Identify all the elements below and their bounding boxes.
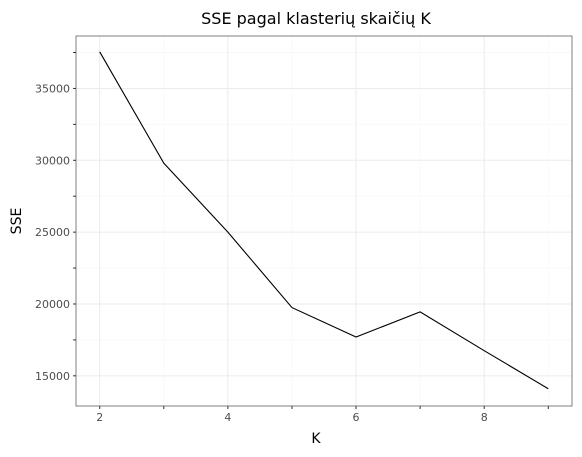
y-tick-label: 35000: [35, 82, 70, 95]
minor-grid: [76, 36, 572, 406]
x-tick-label: 4: [224, 411, 231, 424]
sse-series-line: [99, 51, 549, 390]
y-axis-label: SSE: [9, 208, 25, 235]
y-axis-ticks: 15000 20000 25000 30000 35000: [35, 52, 76, 383]
x-axis-ticks: 2 4 6 8: [96, 406, 549, 424]
x-tick-label: 8: [481, 411, 488, 424]
plot-panel: [75, 35, 573, 407]
y-tick-label: 15000: [35, 370, 70, 383]
y-tick-label: 20000: [35, 298, 70, 311]
x-tick-label: 6: [353, 411, 360, 424]
major-grid: [76, 36, 572, 406]
chart-title: SSE pagal klasterių skaičių K: [201, 9, 431, 28]
x-axis-label: K: [311, 431, 321, 447]
y-tick-label: 25000: [35, 226, 70, 239]
x-tick-label: 2: [96, 411, 103, 424]
series-line-group: [99, 51, 549, 390]
y-tick-label: 30000: [35, 154, 70, 167]
